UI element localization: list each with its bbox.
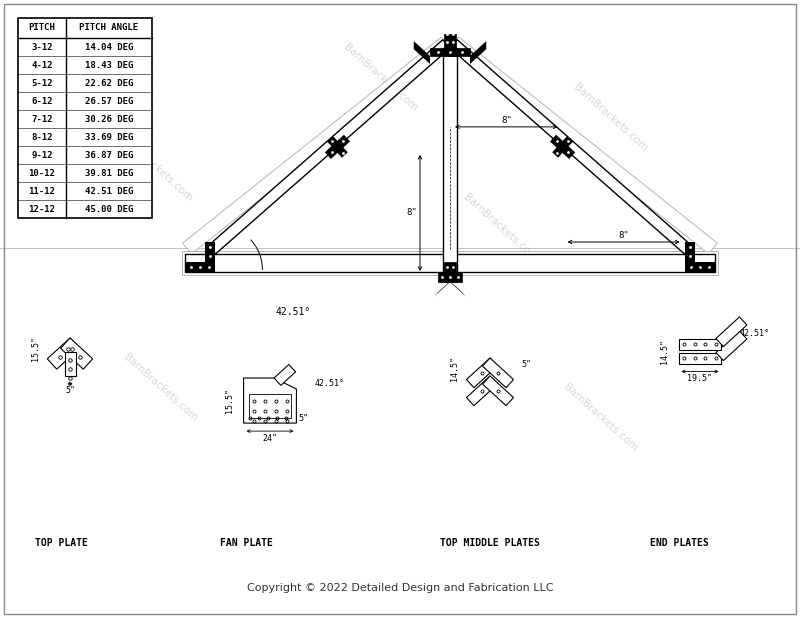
Polygon shape [482, 358, 514, 387]
Bar [678, 339, 722, 350]
Polygon shape [685, 242, 714, 272]
Text: 5-12: 5-12 [31, 78, 53, 88]
Polygon shape [466, 376, 498, 405]
Polygon shape [450, 37, 718, 254]
Polygon shape [716, 317, 747, 347]
Bar [443, 48, 457, 272]
Text: 3-12: 3-12 [31, 43, 53, 51]
Bar [18, 18, 152, 218]
Polygon shape [47, 338, 79, 369]
Text: 7-12: 7-12 [31, 114, 53, 124]
Polygon shape [274, 365, 295, 386]
Text: FAN PLATE: FAN PLATE [220, 538, 273, 548]
Text: 15.5": 15.5" [30, 336, 40, 361]
Text: 14.5": 14.5" [450, 357, 459, 381]
Bar [430, 48, 470, 56]
Text: 42.51°: 42.51° [739, 329, 770, 337]
Text: 5": 5" [723, 348, 734, 357]
Polygon shape [327, 136, 348, 158]
Bar [444, 34, 456, 56]
Text: 24": 24" [262, 434, 278, 442]
Text: BarnBrackets.com: BarnBrackets.com [562, 383, 638, 454]
Text: TOP PLATE: TOP PLATE [35, 538, 88, 548]
Text: 42.51 DEG: 42.51 DEG [85, 187, 133, 195]
Polygon shape [466, 358, 498, 387]
Text: 8": 8" [501, 116, 512, 125]
Text: 14.5": 14.5" [660, 339, 669, 363]
Polygon shape [552, 136, 573, 158]
Polygon shape [450, 40, 692, 254]
Text: BarnBrackets.com: BarnBrackets.com [571, 82, 649, 154]
Bar [182, 251, 718, 275]
Polygon shape [243, 378, 296, 423]
Text: END PLATES: END PLATES [650, 538, 709, 548]
Text: 39.81 DEG: 39.81 DEG [85, 169, 133, 177]
Polygon shape [434, 277, 454, 297]
Text: 8": 8" [406, 208, 418, 218]
Text: 26.57 DEG: 26.57 DEG [85, 96, 133, 106]
Text: 8-12: 8-12 [31, 132, 53, 142]
Text: BarnBrackets.com: BarnBrackets.com [462, 192, 538, 264]
Text: 11-12: 11-12 [29, 187, 55, 195]
Text: 42.51°: 42.51° [275, 307, 310, 317]
Text: 6-12: 6-12 [31, 96, 53, 106]
Text: 36.87 DEG: 36.87 DEG [85, 151, 133, 159]
Polygon shape [414, 41, 430, 64]
Text: PITCH: PITCH [29, 23, 55, 33]
Text: 4-12: 4-12 [31, 61, 53, 69]
Text: BarnBrackets.com: BarnBrackets.com [116, 132, 194, 203]
Bar [438, 272, 462, 282]
Text: 22.62 DEG: 22.62 DEG [85, 78, 133, 88]
Polygon shape [482, 376, 514, 405]
Text: 30.26 DEG: 30.26 DEG [85, 114, 133, 124]
Text: 5": 5" [298, 413, 308, 423]
Text: 9-12: 9-12 [31, 151, 53, 159]
Polygon shape [186, 242, 215, 272]
Text: TOP MIDDLE PLATES: TOP MIDDLE PLATES [440, 538, 540, 548]
Text: 15.5": 15.5" [225, 388, 234, 413]
Polygon shape [325, 135, 350, 159]
Text: 8": 8" [618, 232, 629, 240]
Text: 42.51°: 42.51° [314, 379, 344, 388]
Text: 18.43 DEG: 18.43 DEG [85, 61, 133, 69]
Polygon shape [716, 331, 747, 361]
Text: BarnBrackets.com: BarnBrackets.com [342, 43, 418, 114]
Bar [65, 352, 75, 376]
Text: 10-12: 10-12 [29, 169, 55, 177]
Polygon shape [550, 135, 575, 159]
Bar [444, 262, 456, 282]
Polygon shape [61, 338, 93, 369]
Text: BarnBrackets.com: BarnBrackets.com [122, 352, 198, 423]
Text: 5": 5" [65, 386, 75, 396]
Polygon shape [446, 277, 466, 297]
Text: 19.5": 19.5" [687, 374, 713, 383]
Polygon shape [249, 394, 291, 418]
Polygon shape [208, 40, 450, 254]
Bar [678, 352, 722, 363]
Text: 12-12: 12-12 [29, 205, 55, 213]
Text: Copyright © 2022 Detailed Design and Fabrication LLC: Copyright © 2022 Detailed Design and Fab… [246, 583, 554, 593]
Text: 33.69 DEG: 33.69 DEG [85, 132, 133, 142]
Bar [186, 254, 714, 272]
Polygon shape [470, 41, 486, 64]
Polygon shape [182, 37, 450, 254]
Text: PITCH ANGLE: PITCH ANGLE [79, 23, 138, 33]
Text: 45.00 DEG: 45.00 DEG [85, 205, 133, 213]
Text: 5": 5" [522, 360, 531, 369]
Text: 14.04 DEG: 14.04 DEG [85, 43, 133, 51]
